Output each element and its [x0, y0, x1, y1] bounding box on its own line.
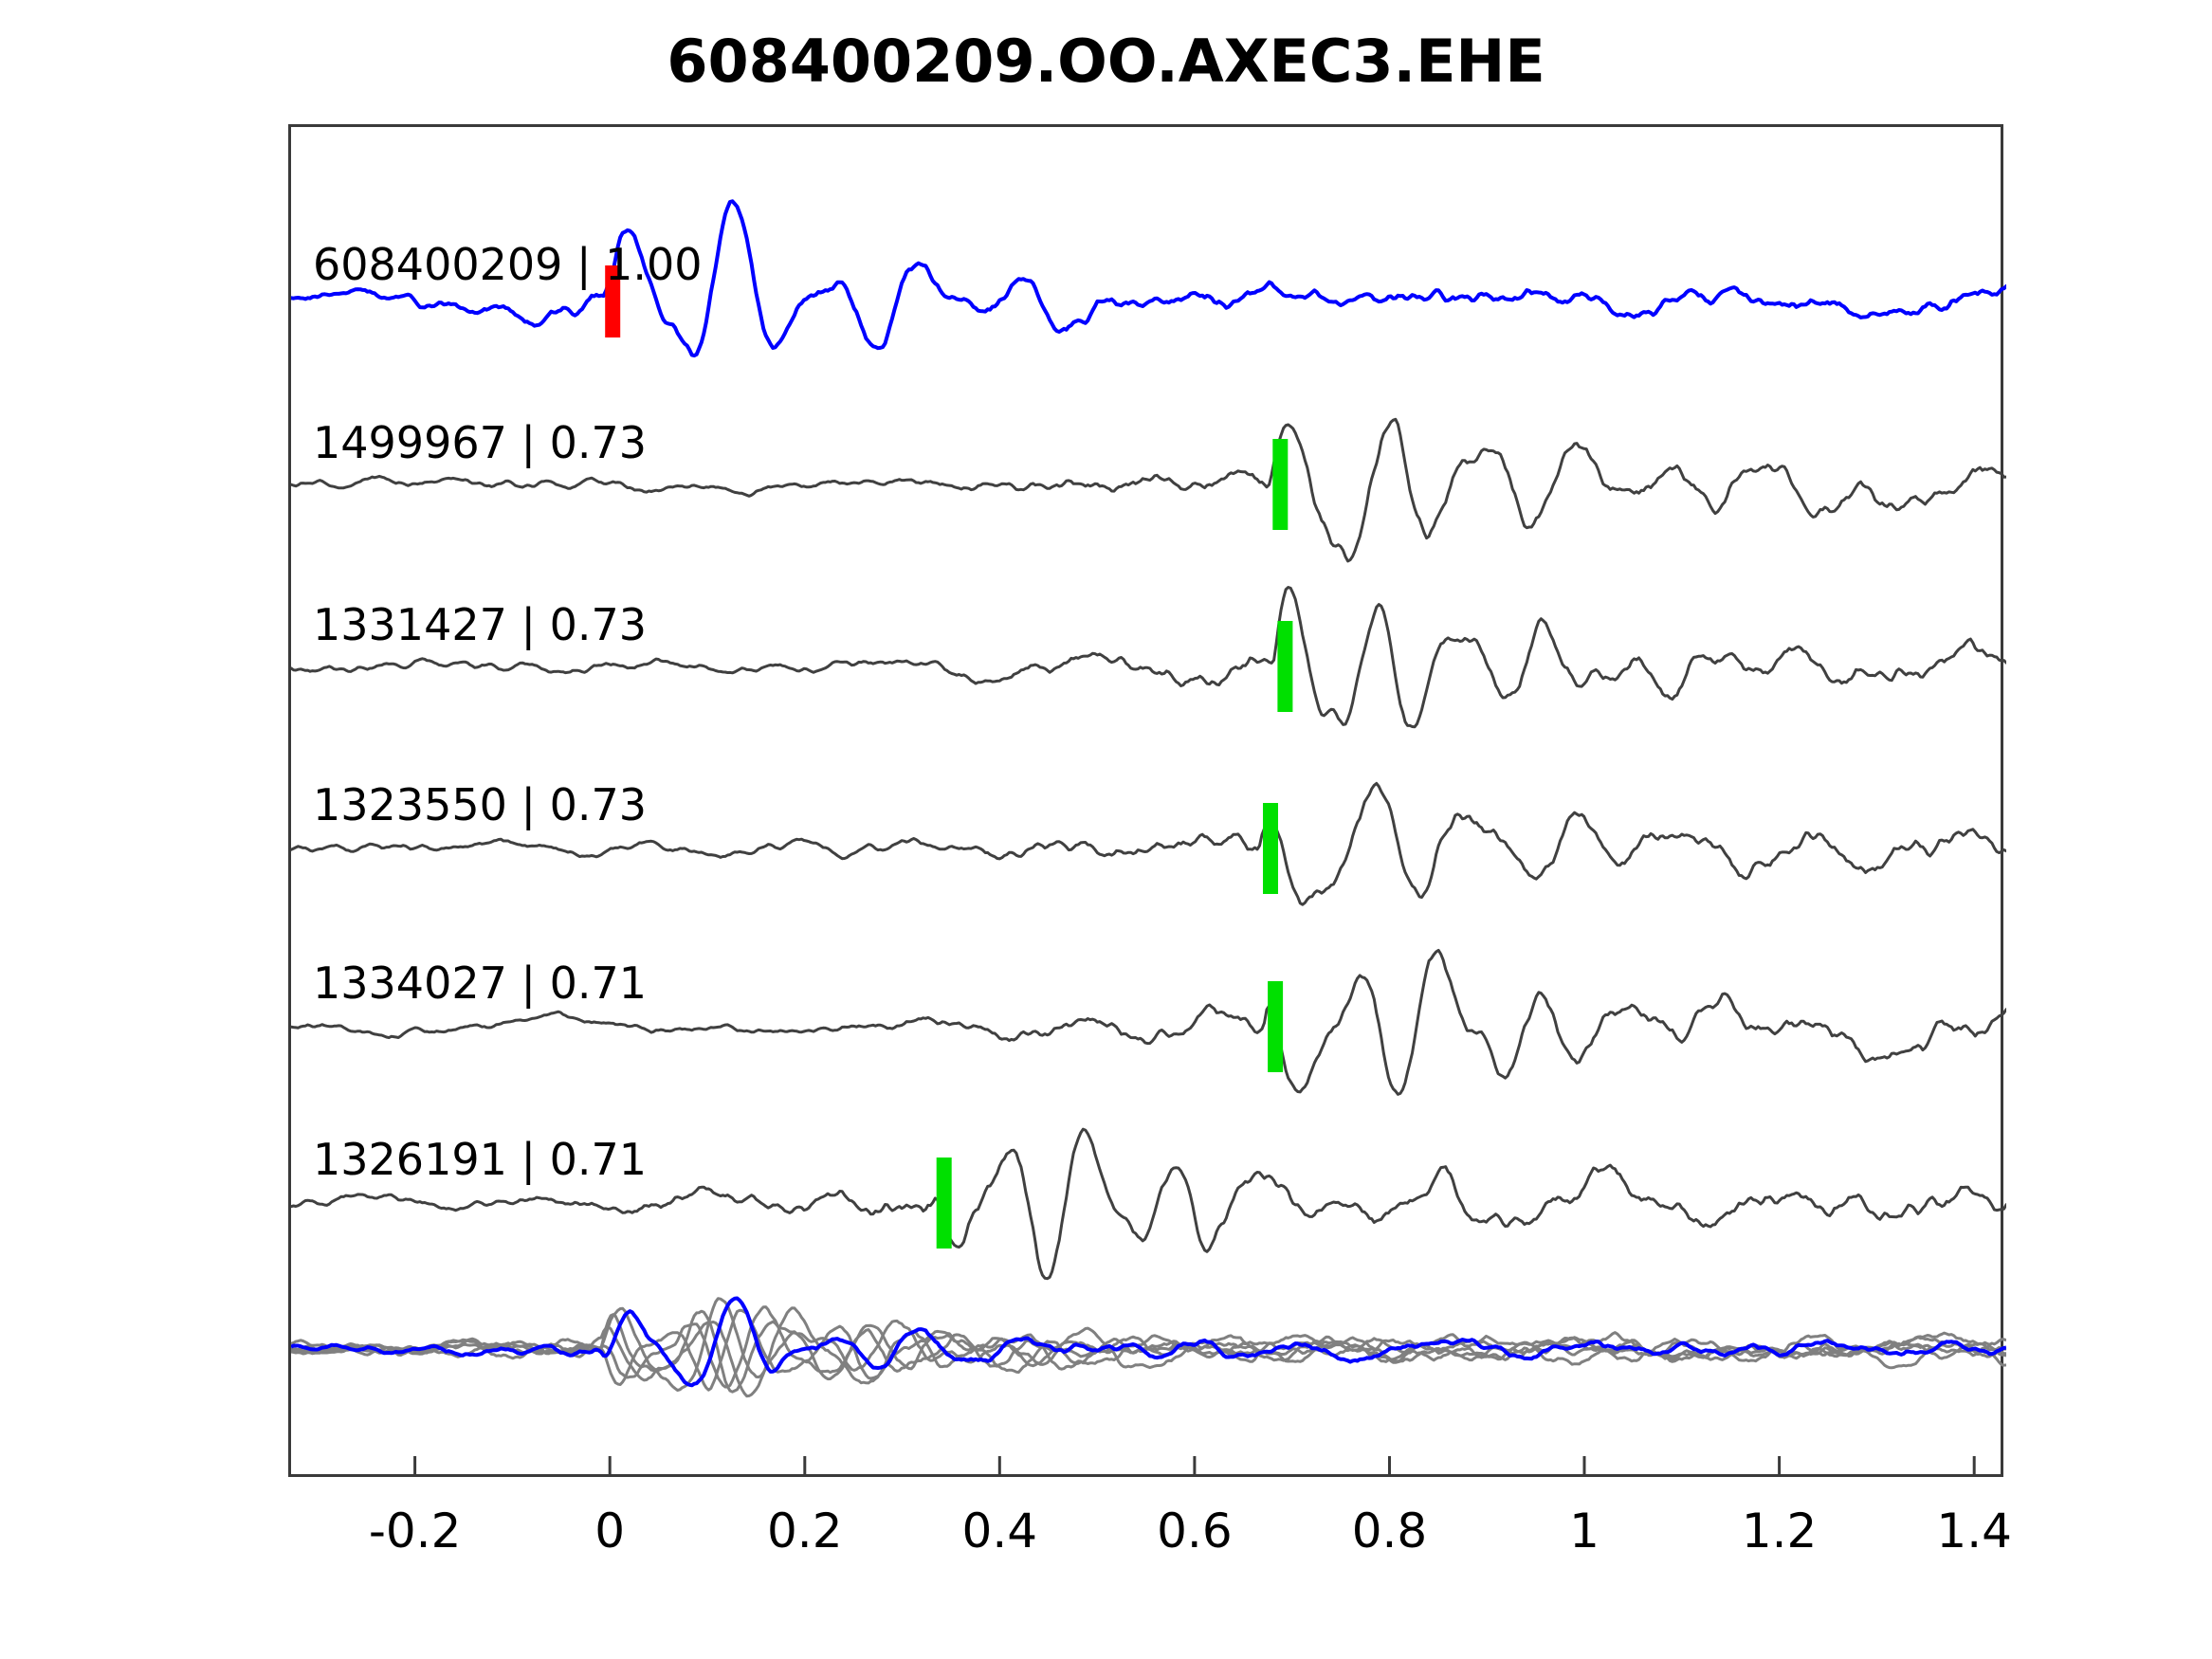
trace-label-1331427: 1331427 | 0.73: [313, 599, 648, 650]
x-tick-label-2: 0.2: [766, 1504, 843, 1559]
x-tick-label-8: 1.4: [1936, 1504, 2012, 1559]
overlay-trace-1323550: [291, 1306, 2006, 1398]
overlay-trace-template: [291, 1296, 2006, 1388]
detection-pick-marker-1499967: [1272, 439, 1289, 530]
page-title: 608400209.OO.AXEC3.EHE: [667, 27, 1545, 96]
overlay-trace-1334027: [291, 1305, 2006, 1389]
trace-label-608400209: 608400209 | 1.00: [313, 239, 703, 290]
trace-label-1326191: 1326191 | 0.71: [313, 1134, 648, 1185]
detection-pick-marker-1326191: [936, 1158, 952, 1249]
waveform-trace-1326191: [291, 1127, 2006, 1281]
trace-label-1334027: 1334027 | 0.71: [313, 957, 648, 1009]
x-tick-label-6: 1: [1569, 1504, 1600, 1559]
waveform-trace-1499967: [291, 417, 2006, 563]
detection-pick-marker-1334027: [1268, 981, 1284, 1072]
waveform-trace-1334027: [291, 948, 2006, 1096]
waveform-trace-608400209: [291, 199, 2006, 358]
x-tick-label-4: 0.6: [1157, 1504, 1233, 1559]
x-tick-label-3: 0.4: [961, 1504, 1038, 1559]
plot-area: [288, 124, 2006, 1477]
x-tick-label-1: 0: [594, 1504, 626, 1559]
overlay-trace-1326191: [291, 1308, 2006, 1392]
waveform-canvas: [291, 199, 2006, 1398]
waveform-trace-1323550: [291, 781, 2006, 906]
trace-label-1323550: 1323550 | 0.73: [313, 779, 648, 830]
x-tick-label-7: 1.2: [1741, 1504, 1818, 1559]
waveform-trace-1331427: [291, 586, 2006, 729]
detection-pick-marker-1331427: [1277, 621, 1293, 712]
x-tick-label-5: 0.8: [1351, 1504, 1428, 1559]
x-tick-label-0: -0.2: [368, 1504, 462, 1559]
trace-label-1499967: 1499967 | 0.73: [313, 417, 648, 468]
detection-pick-marker-1323550: [1263, 803, 1278, 894]
template-pick-marker: [605, 265, 621, 337]
